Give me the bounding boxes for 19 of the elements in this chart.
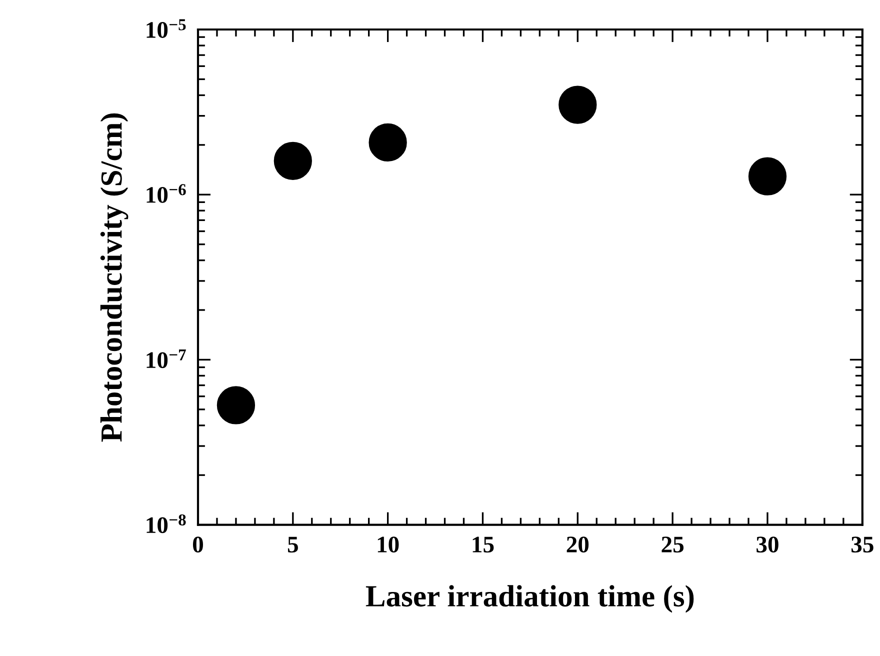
y-axis-title: Photoconductivity (S/cm) (100, 113, 128, 442)
y-tick-label: 10$^{−5}$ (146, 19, 186, 38)
x-tick-label: 35 (851, 536, 874, 553)
x-axis-title: Laser irradiation time (s) (366, 585, 694, 613)
point (558, 86, 597, 124)
y-tick-label: 10$^{−8}$ (146, 514, 186, 534)
x-tick-label: 5 (288, 536, 298, 553)
point (216, 386, 256, 424)
y-tick-label: 10$^{−6}$ (146, 184, 186, 203)
x-tick-label: 10 (378, 536, 399, 553)
x-tick-label: 25 (662, 536, 684, 553)
point (748, 157, 787, 196)
y-tick-label: 10$^{−7}$ (146, 349, 186, 368)
x-tick-label: 30 (756, 536, 778, 553)
x-tick-label: 0 (192, 536, 204, 553)
point (368, 123, 407, 162)
point (274, 142, 312, 180)
x-tick-label: 20 (566, 536, 589, 553)
x-tick-label: 15 (472, 536, 494, 553)
